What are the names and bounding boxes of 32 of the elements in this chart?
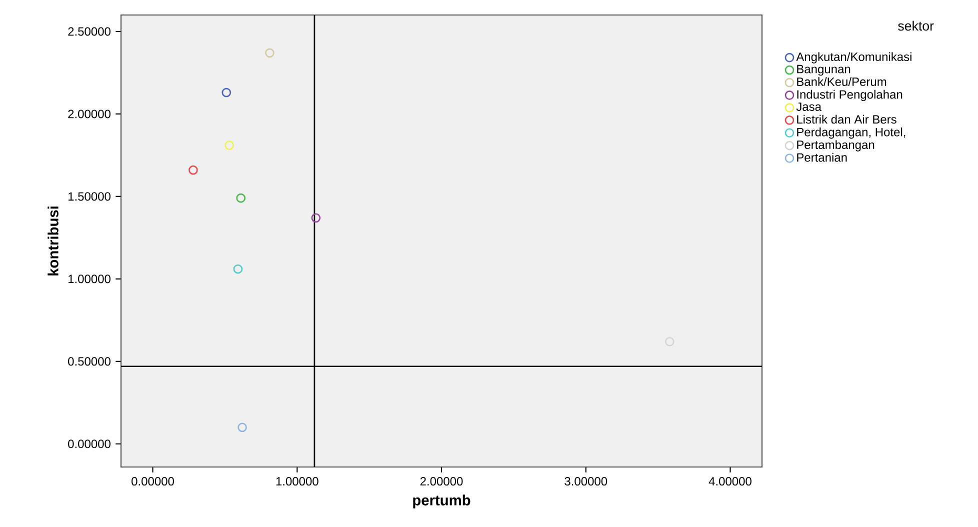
legend-label: Perdagangan, Hotel, bbox=[797, 128, 906, 139]
legend-label: Pertambangan bbox=[797, 140, 874, 152]
point bbox=[311, 213, 321, 223]
point bbox=[188, 165, 198, 175]
legend-label: Jasa bbox=[796, 102, 822, 111]
x-tick-label: 0.00000 bbox=[132, 477, 174, 486]
legend-label: Industri Pengolahan bbox=[797, 90, 902, 102]
legend-label: Angkutan/Komunikasi bbox=[796, 52, 912, 64]
y-tick-label: 2.00000 bbox=[68, 110, 110, 118]
point bbox=[233, 264, 243, 274]
point bbox=[238, 422, 247, 432]
point bbox=[664, 336, 674, 346]
x-tick-label: 2.00000 bbox=[420, 477, 463, 486]
y-axis-title: kontribusi bbox=[48, 206, 58, 276]
y-tick-label: 2.50000 bbox=[68, 27, 110, 36]
legend-label: Listrik dan Air Bers bbox=[797, 114, 896, 124]
x-tick-label: 1.00000 bbox=[276, 477, 318, 486]
point bbox=[224, 140, 234, 150]
x-axis-title: pertumb bbox=[413, 494, 470, 508]
point bbox=[236, 193, 246, 203]
y-tick-label: 1.00000 bbox=[68, 274, 110, 284]
legend-label: Bangunan bbox=[797, 64, 850, 76]
y-tick-label: 0.50000 bbox=[68, 357, 110, 366]
legend-label: Bank/Keu/Perum bbox=[797, 77, 886, 86]
x-tick-label: 4.00000 bbox=[708, 477, 752, 486]
y-tick-label: 1.50000 bbox=[68, 192, 110, 201]
x-tick-label: 3.00000 bbox=[564, 477, 608, 486]
legend-title: sektor bbox=[898, 20, 934, 31]
point bbox=[222, 88, 232, 98]
point bbox=[265, 48, 274, 58]
legend-label: Pertanian bbox=[797, 152, 847, 162]
y-tick-label: 0.00000 bbox=[68, 440, 110, 448]
